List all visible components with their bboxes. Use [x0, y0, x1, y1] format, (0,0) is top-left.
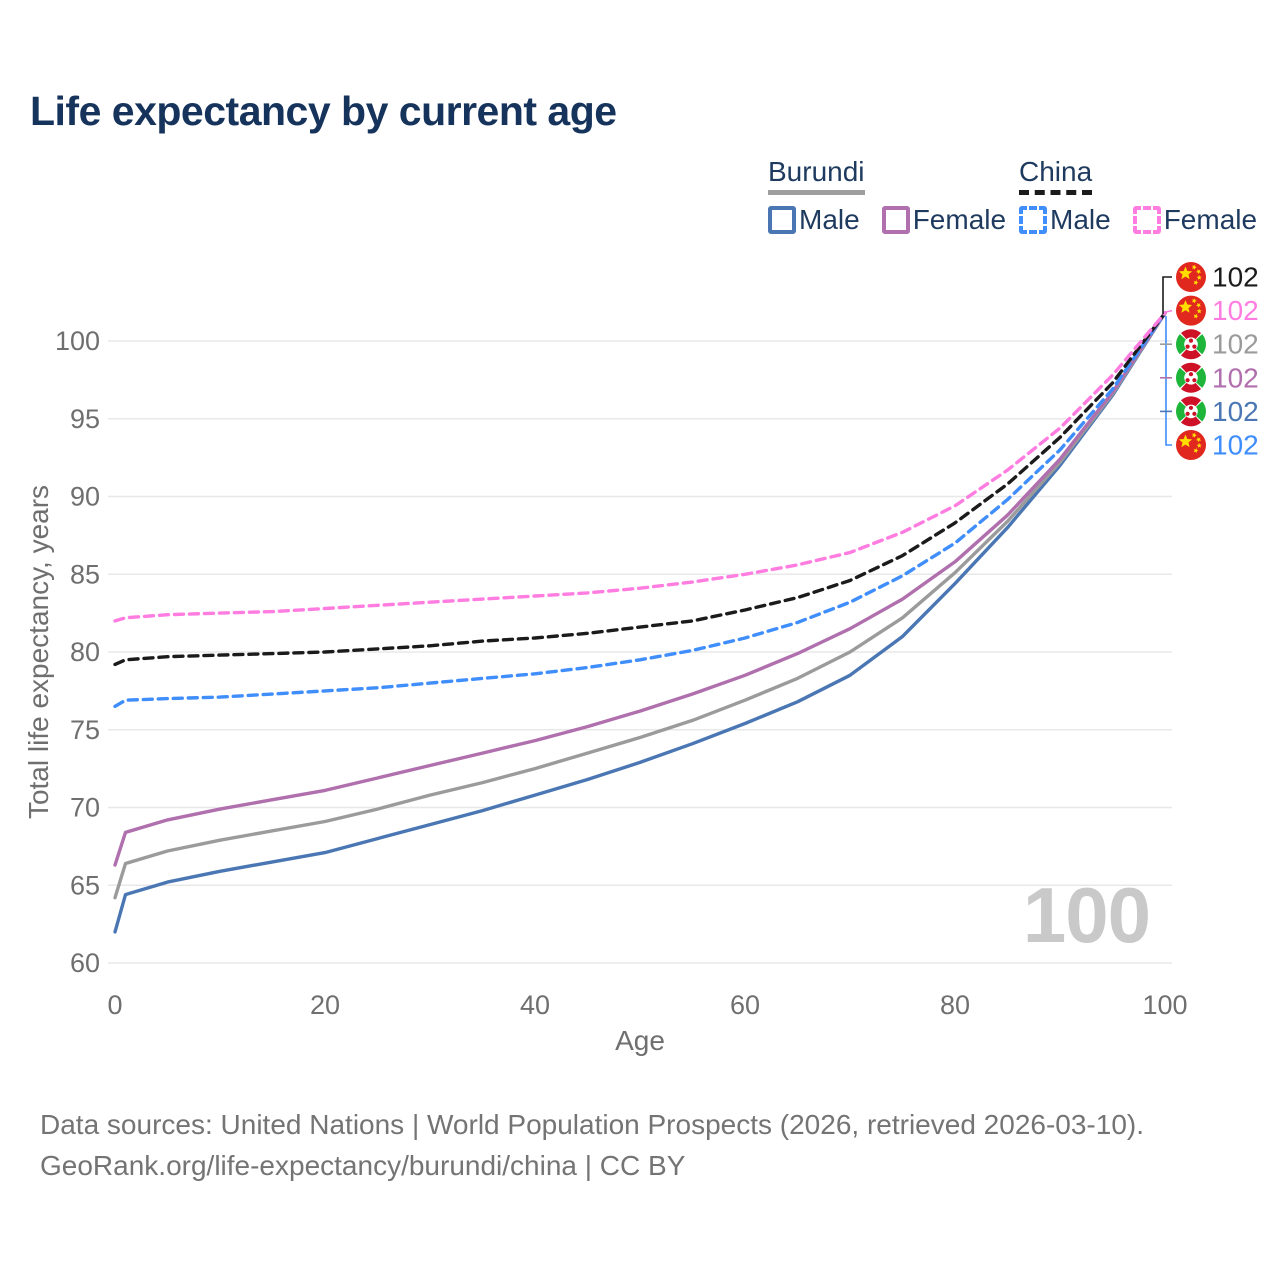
- burundi-male-label: Male: [799, 203, 860, 235]
- burundi-female-label: Female: [912, 203, 1007, 235]
- end-value-label: 102: [1212, 262, 1259, 293]
- end-value-label: 102: [1212, 362, 1259, 393]
- x-tick-label-40: 40: [520, 990, 550, 1020]
- china-female-checkbox[interactable]: [1132, 205, 1161, 234]
- legend-item-burundi-female[interactable]: Female: [881, 203, 1007, 236]
- series-line-burundi-female[interactable]: [113, 311, 1167, 867]
- end-value-label: 102: [1212, 396, 1259, 427]
- legend-row-burundi: Male Female: [768, 204, 1028, 236]
- legend-item-china-female[interactable]: Female: [1132, 203, 1258, 236]
- x-tick-label-0: 0: [107, 990, 122, 1020]
- footer-data-sources: Data sources: United Nations | World Pop…: [40, 1109, 1145, 1140]
- legend-country-china: China: [1019, 156, 1093, 195]
- x-axis-title: Age: [615, 1025, 665, 1056]
- china-flag-icon: [1176, 262, 1206, 292]
- legend-item-burundi-male[interactable]: Male: [768, 204, 860, 236]
- y-tick-label-60: 60: [70, 948, 100, 978]
- end-label-connector: [1165, 309, 1173, 313]
- footer-attribution: GeoRank.org/life-expectancy/burundi/chin…: [40, 1150, 686, 1181]
- burundi-flag-icon: [1175, 396, 1207, 427]
- series-line-china-both-sexes[interactable]: [113, 311, 1167, 667]
- series-line-burundi-male[interactable]: [113, 311, 1167, 934]
- y-tick-label-80: 80: [70, 637, 100, 667]
- current-age-watermark: 100: [1022, 871, 1151, 959]
- x-tick-label-80: 80: [940, 990, 970, 1020]
- legend-row-china: Male Female: [1019, 204, 1279, 236]
- legend-item-china-male[interactable]: Male: [1019, 204, 1111, 236]
- y-tick-label-100: 100: [55, 326, 100, 356]
- burundi-male-checkbox[interactable]: [768, 205, 796, 234]
- end-value-label: 102: [1212, 430, 1259, 461]
- footer: Data sources: United Nations | World Pop…: [40, 1104, 1144, 1186]
- x-tick-label-20: 20: [310, 990, 340, 1020]
- china-flag-icon: [1176, 295, 1206, 326]
- china-flag-icon: [1176, 430, 1206, 460]
- burundi-flag-icon: [1175, 329, 1207, 360]
- end-label-connector: [1165, 316, 1172, 446]
- y-tick-label-90: 90: [70, 482, 100, 512]
- burundi-flag-icon: [1175, 362, 1207, 393]
- legend-country-burundi: Burundi: [768, 156, 865, 195]
- y-tick-label-70: 70: [70, 793, 100, 823]
- end-value-label: 102: [1212, 295, 1259, 326]
- series-line-china-female[interactable]: [113, 311, 1167, 623]
- series-line-china-male[interactable]: [113, 311, 1167, 709]
- y-axis-title: Total life expectancy, years: [23, 485, 54, 819]
- y-tick-label-75: 75: [70, 715, 100, 745]
- china-female-label: Female: [1163, 203, 1258, 235]
- y-tick-label-65: 65: [70, 870, 100, 900]
- end-label-connector: [1162, 276, 1172, 314]
- legend-group-china: China Male Female: [1019, 156, 1279, 236]
- series-line-burundi-both-sexes[interactable]: [113, 311, 1167, 900]
- legend-group-burundi: Burundi Male Female: [768, 156, 1028, 236]
- end-value-label: 102: [1212, 329, 1259, 360]
- y-tick-label-85: 85: [70, 559, 100, 589]
- x-tick-label-100: 100: [1142, 990, 1187, 1020]
- x-tick-label-60: 60: [730, 990, 760, 1020]
- china-male-checkbox[interactable]: [1019, 205, 1047, 234]
- burundi-female-checkbox[interactable]: [881, 205, 910, 234]
- y-tick-label-95: 95: [70, 404, 100, 434]
- page-title: Life expectancy by current age: [30, 88, 617, 134]
- china-male-label: Male: [1050, 203, 1111, 235]
